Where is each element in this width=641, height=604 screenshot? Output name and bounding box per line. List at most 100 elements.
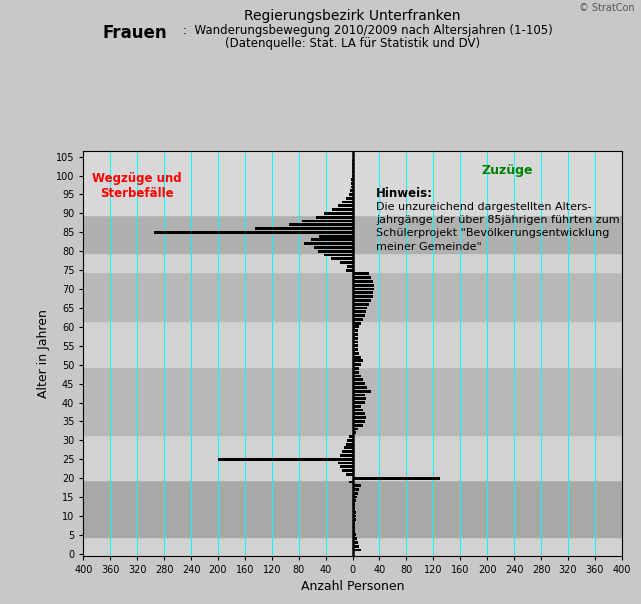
Bar [302, 219, 353, 222]
Bar [353, 522, 355, 525]
Bar [353, 291, 373, 294]
Text: Hinweis:: Hinweis: [376, 187, 433, 200]
Text: © StratCon: © StratCon [579, 3, 635, 13]
Bar [83, 537, 622, 556]
Bar [353, 276, 371, 279]
Bar [353, 405, 361, 408]
Y-axis label: Alter in Jahren: Alter in Jahren [37, 309, 50, 398]
Bar [353, 284, 374, 287]
Bar [304, 242, 353, 245]
Bar [346, 269, 353, 272]
Bar [353, 341, 358, 344]
Bar [338, 461, 353, 464]
Bar [331, 257, 353, 260]
Bar [353, 367, 359, 370]
Bar [353, 515, 356, 518]
Bar [353, 503, 355, 506]
Bar [353, 492, 358, 495]
Bar [353, 530, 355, 533]
Bar [332, 208, 353, 211]
Bar [353, 533, 356, 536]
Bar [353, 310, 366, 313]
Bar [353, 363, 361, 366]
Bar [319, 235, 353, 237]
Bar [351, 182, 353, 185]
Bar [313, 246, 353, 249]
Bar [353, 280, 373, 283]
Bar [311, 239, 353, 241]
Bar [353, 409, 363, 411]
Text: Die unzureichend dargestellten Alters-
jahrgänge der über 85jährigen führten zum: Die unzureichend dargestellten Alters- j… [376, 202, 620, 252]
Bar [353, 537, 356, 540]
Bar [353, 428, 358, 431]
Bar [353, 431, 356, 434]
Bar [353, 371, 359, 374]
Bar [351, 178, 353, 181]
Bar [353, 329, 358, 332]
Text: Wegzüge und
Sterbefälle: Wegzüge und Sterbefälle [92, 172, 182, 200]
Bar [353, 337, 358, 339]
Bar [349, 193, 353, 196]
Text: Regierungsbezirk Unterfranken: Regierungsbezirk Unterfranken [244, 9, 461, 23]
Bar [346, 443, 353, 446]
Bar [353, 356, 361, 359]
Bar [83, 435, 622, 480]
Bar [315, 216, 353, 219]
Bar [346, 197, 353, 200]
Bar [353, 394, 365, 396]
Bar [353, 318, 363, 321]
Bar [353, 326, 359, 329]
Bar [353, 333, 358, 336]
Bar [288, 223, 353, 226]
Bar [349, 435, 353, 438]
Bar [353, 507, 355, 510]
Bar [353, 500, 356, 503]
X-axis label: Anzahl Personen: Anzahl Personen [301, 580, 404, 593]
Bar [353, 307, 367, 309]
Bar [346, 473, 353, 476]
Bar [350, 189, 353, 192]
Bar [352, 167, 353, 170]
Bar [83, 321, 622, 367]
Bar [317, 250, 353, 252]
Bar [353, 526, 355, 528]
Bar [324, 254, 353, 257]
Bar [353, 382, 365, 385]
Bar [338, 204, 353, 207]
Bar [83, 151, 622, 215]
Bar [353, 424, 363, 426]
Bar [352, 174, 353, 177]
Bar [353, 416, 366, 419]
Bar [353, 420, 365, 423]
Bar [353, 359, 363, 362]
Bar [353, 378, 363, 381]
Bar [347, 265, 353, 268]
Bar [353, 299, 371, 302]
Bar [353, 374, 361, 378]
Bar [342, 450, 353, 453]
Bar [353, 511, 356, 513]
Bar [352, 159, 353, 162]
Bar [353, 348, 358, 351]
Bar [340, 454, 353, 457]
Bar [353, 344, 358, 347]
Text: Zuzüge: Zuzüge [481, 164, 533, 177]
Bar [353, 484, 361, 487]
Bar [349, 481, 353, 483]
Bar [352, 163, 353, 165]
Bar [353, 397, 366, 400]
Bar [353, 386, 367, 389]
Bar [353, 541, 358, 544]
Bar [342, 469, 353, 472]
Bar [353, 477, 440, 480]
Bar [353, 295, 373, 298]
Text: Frauen: Frauen [103, 24, 167, 42]
Bar [352, 170, 353, 173]
Bar [83, 272, 622, 321]
Text: :  Wanderungsbewegung 2010/2009 nach Altersjahren (1-105): : Wanderungsbewegung 2010/2009 nach Alte… [183, 24, 553, 37]
Bar [353, 548, 361, 551]
Text: (Datenquelle: Stat. LA für Statistik und DV): (Datenquelle: Stat. LA für Statistik und… [225, 37, 480, 51]
Bar [342, 201, 353, 204]
Bar [344, 446, 353, 449]
Bar [353, 288, 374, 291]
